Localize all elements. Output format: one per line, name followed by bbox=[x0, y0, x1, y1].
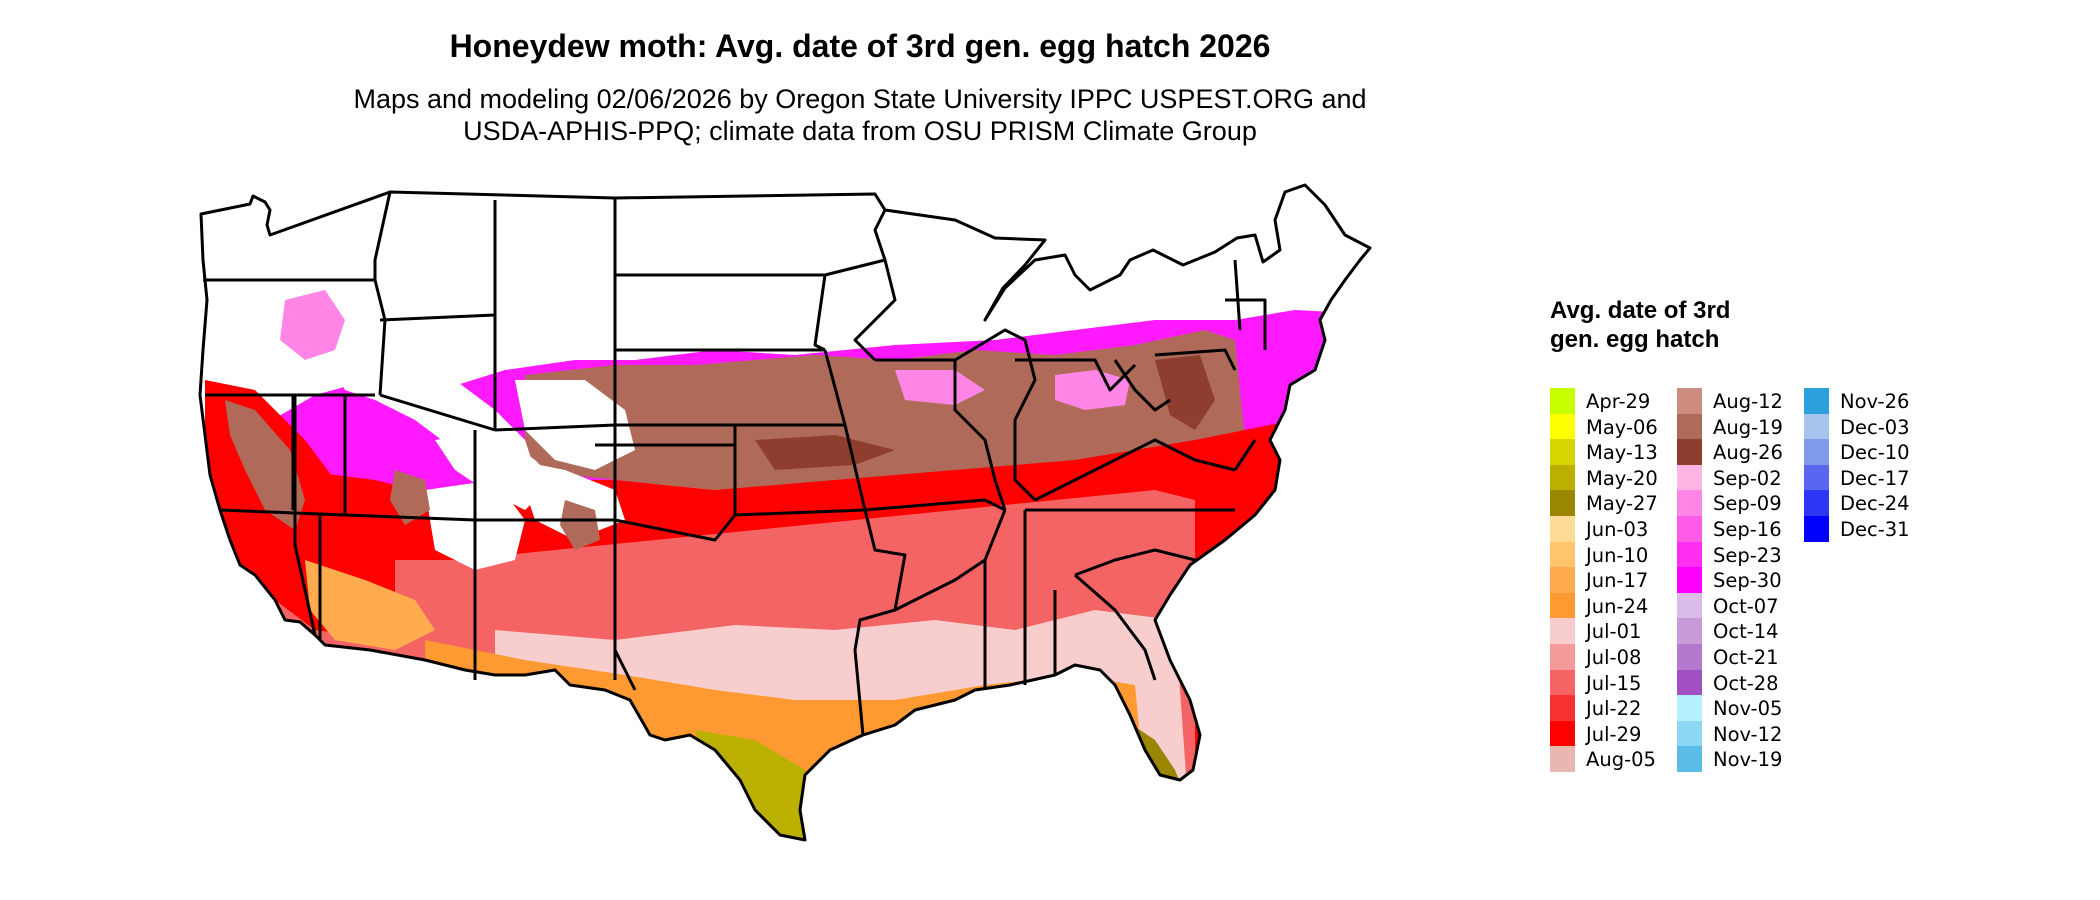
legend-label: Dec-24 bbox=[1840, 492, 1910, 516]
legend-label: Jul-15 bbox=[1586, 671, 1642, 695]
legend-label: Nov-12 bbox=[1713, 722, 1783, 746]
legend-label: Dec-31 bbox=[1840, 517, 1910, 541]
legend-label: Sep-23 bbox=[1713, 543, 1782, 567]
legend-label: Jul-29 bbox=[1586, 722, 1642, 746]
legend-label: Nov-05 bbox=[1713, 697, 1783, 721]
legend-label: Sep-02 bbox=[1713, 466, 1782, 490]
hatch-date-raster bbox=[200, 185, 1370, 840]
legend-label: Jul-08 bbox=[1586, 645, 1642, 669]
legend-label: Oct-14 bbox=[1713, 620, 1779, 644]
legend-label: May-20 bbox=[1586, 466, 1658, 490]
legend-swatch bbox=[1550, 388, 1575, 414]
legend-swatch bbox=[1804, 388, 1829, 414]
legend-title: Avg. date of 3rd gen. egg hatch bbox=[1550, 297, 1731, 353]
map-subtitle-line1: Maps and modeling 02/06/2026 by Oregon S… bbox=[353, 84, 1367, 114]
legend-swatch bbox=[1677, 746, 1702, 772]
us-hatch-date-map bbox=[198, 183, 1372, 842]
legend-swatch bbox=[1677, 541, 1702, 568]
legend-swatch bbox=[1550, 541, 1575, 568]
legend-label: Apr-29 bbox=[1586, 390, 1651, 413]
legend-label: Jul-22 bbox=[1586, 697, 1642, 721]
legend-swatch bbox=[1677, 388, 1702, 414]
legend-swatch bbox=[1550, 643, 1575, 670]
map-subtitle-line2: USDA-APHIS-PPQ; climate data from OSU PR… bbox=[463, 116, 1257, 146]
legend-swatch bbox=[1550, 669, 1575, 696]
legend-swatch bbox=[1677, 592, 1702, 619]
legend-swatch bbox=[1550, 413, 1575, 440]
legend-swatch bbox=[1804, 439, 1829, 465]
legend-swatch bbox=[1550, 567, 1575, 593]
legend-swatch bbox=[1804, 490, 1829, 516]
legend-label: Aug-05 bbox=[1586, 748, 1656, 772]
legend-label: Jun-03 bbox=[1586, 517, 1649, 541]
legend-label: Jun-24 bbox=[1586, 594, 1649, 618]
state-boundaries bbox=[198, 183, 1372, 842]
legend-swatch bbox=[1550, 490, 1575, 516]
legend-swatch bbox=[1677, 490, 1702, 516]
legend-label: Sep-30 bbox=[1713, 569, 1782, 593]
legend-label: Dec-17 bbox=[1840, 466, 1910, 490]
legend-label: Jun-17 bbox=[1586, 569, 1649, 593]
legend-label: Oct-28 bbox=[1713, 671, 1779, 695]
legend-label: May-27 bbox=[1586, 492, 1658, 516]
legend-label: Oct-07 bbox=[1713, 594, 1779, 618]
legend-swatch bbox=[1804, 413, 1829, 440]
legend-swatch bbox=[1677, 413, 1702, 440]
legend-label: Jun-10 bbox=[1586, 543, 1649, 567]
legend-swatch bbox=[1677, 669, 1702, 696]
legend-label: Aug-19 bbox=[1713, 415, 1783, 439]
legend-swatch bbox=[1550, 618, 1575, 644]
legend-label: Oct-21 bbox=[1713, 645, 1779, 669]
legend-swatch bbox=[1677, 567, 1702, 593]
legend-label: Sep-09 bbox=[1713, 492, 1782, 516]
legend-label: Dec-03 bbox=[1840, 415, 1910, 439]
legend-swatch bbox=[1677, 643, 1702, 670]
legend-label: May-06 bbox=[1586, 415, 1658, 439]
legend-label: Nov-19 bbox=[1713, 748, 1783, 772]
legend-swatch bbox=[1804, 464, 1829, 491]
legend-swatch bbox=[1677, 618, 1702, 644]
legend-swatch bbox=[1677, 439, 1702, 465]
legend-label: Jul-01 bbox=[1586, 620, 1642, 644]
legend-label: Aug-26 bbox=[1713, 441, 1783, 465]
legend-label: Aug-12 bbox=[1713, 390, 1783, 413]
legend-swatch bbox=[1550, 439, 1575, 465]
legend-swatch bbox=[1677, 720, 1702, 747]
legend-swatch bbox=[1677, 515, 1702, 542]
legend-label: Dec-10 bbox=[1840, 441, 1910, 465]
legend-swatch bbox=[1550, 592, 1575, 619]
legend-swatch bbox=[1550, 746, 1575, 772]
legend-swatch bbox=[1677, 464, 1702, 491]
legend-label: Nov-26 bbox=[1840, 390, 1910, 413]
legend-swatch bbox=[1804, 515, 1829, 542]
legend-swatch bbox=[1677, 695, 1702, 721]
legend-swatch bbox=[1550, 515, 1575, 542]
legend-swatch bbox=[1550, 720, 1575, 747]
legend-swatch bbox=[1550, 464, 1575, 491]
legend-label: Sep-16 bbox=[1713, 517, 1782, 541]
legend-swatch bbox=[1550, 695, 1575, 721]
legend-label: May-13 bbox=[1586, 441, 1658, 465]
map-title: Honeydew moth: Avg. date of 3rd gen. egg… bbox=[449, 28, 1271, 64]
